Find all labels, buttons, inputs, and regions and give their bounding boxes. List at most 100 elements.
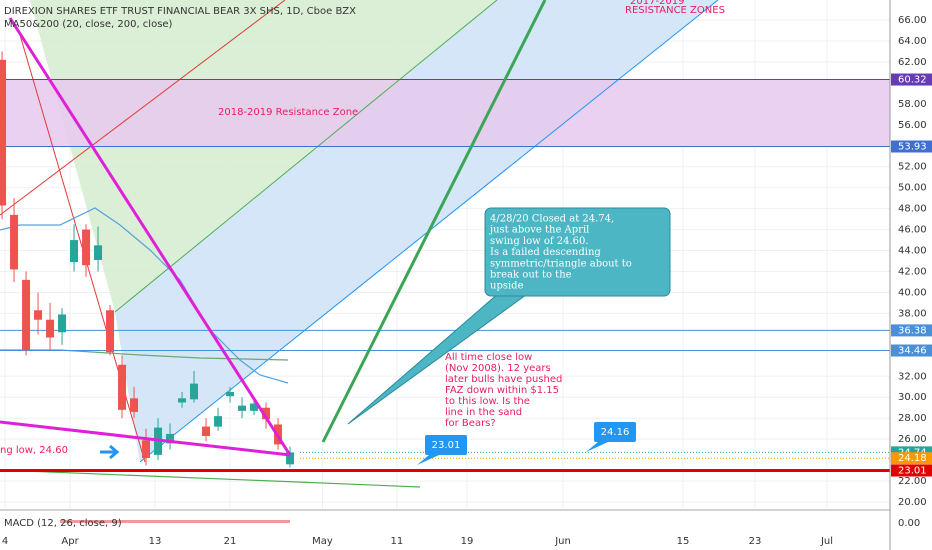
candle-body — [214, 416, 223, 427]
trend-line — [0, 420, 291, 457]
price-label-bg — [891, 140, 932, 153]
chart-title: DIREXION SHARES ETF TRUST FINANCIAL BEAR… — [4, 6, 356, 17]
y-tick-label: 52.00 — [898, 162, 927, 173]
y-tick-label: 64.00 — [898, 36, 927, 47]
flag-box — [594, 422, 636, 442]
x-tick-label: 11 — [390, 536, 403, 547]
y-tick-label: 28.00 — [898, 413, 927, 424]
price-label: 34.46 — [898, 346, 927, 357]
callout-text: swing low of 24.60. — [490, 236, 589, 247]
candle-body — [34, 310, 43, 320]
x-tick-label: 21 — [224, 536, 237, 547]
axis-labels: 20.00 22.00 26.00 28.00 30.00 32.00 38.00 40.00… — [891, 15, 932, 508]
y-tick-label: 46.00 — [898, 225, 927, 236]
price-label: 53.93 — [898, 141, 927, 152]
swing-low-label: ng low, 24.60 — [0, 445, 68, 456]
candles — [0, 51, 295, 468]
price-label-bg — [891, 464, 932, 477]
macd-pane — [0, 510, 890, 550]
x-tick-label: 19 — [461, 536, 474, 547]
note-text: line in the sand — [445, 407, 522, 418]
candle-body — [46, 319, 55, 338]
price-label: 60.32 — [898, 75, 927, 86]
x-tick-label: 15 — [677, 536, 690, 547]
candle-body — [286, 452, 295, 465]
price-label-bg — [891, 452, 932, 465]
flag-label: 24.16 — [601, 427, 630, 438]
y-tick-label: 62.00 — [898, 57, 927, 68]
y-tick-label: 40.00 — [898, 287, 927, 298]
y-tick-label: 58.00 — [898, 99, 927, 110]
candle-body — [118, 364, 127, 410]
zones-title: 2017-2019 — [630, 0, 685, 7]
note-text: All time close low — [445, 352, 532, 363]
y-tick-label: 30.00 — [898, 392, 927, 403]
trend-line — [8, 17, 292, 456]
note-text: to this low. Is the — [445, 396, 530, 407]
y-tick-label: 50.00 — [898, 183, 927, 194]
y-tick-label: 20.00 — [898, 497, 927, 508]
candle-body — [250, 403, 259, 411]
resistance-zone — [0, 79, 890, 147]
macd-histogram — [60, 520, 290, 523]
price-label: 23.01 — [898, 465, 927, 476]
price-label: 36.38 — [898, 325, 927, 336]
x-tick-label: 13 — [149, 536, 162, 547]
callout-text: upside — [490, 281, 524, 292]
candle-body — [166, 433, 175, 444]
callout-text: break out to the — [490, 270, 572, 281]
candle-body — [262, 407, 271, 420]
x-tick-label: 4 — [2, 536, 8, 547]
y-tick-label: 56.00 — [898, 120, 927, 131]
note-text: for Bears? — [445, 418, 496, 429]
candle-body — [238, 405, 247, 411]
x-tick-label: Jun — [554, 536, 571, 547]
note-text: later bulls have pushed — [445, 374, 562, 385]
candle-body — [58, 314, 67, 333]
note-text: FAZ down within $1.15 — [445, 385, 559, 396]
y-tick-label: 22.00 — [898, 476, 927, 487]
price-label-bg — [891, 344, 932, 357]
zones-title: RESISTANCE ZONES — [625, 5, 725, 16]
flag-pointer — [586, 442, 608, 452]
callout-text: symmetric/triangle about to — [490, 258, 632, 269]
candle-body — [22, 279, 31, 351]
arrow — [100, 444, 120, 460]
candle-body — [226, 392, 235, 397]
y-tick-label: 42.00 — [898, 267, 927, 278]
x-tick-label: May — [312, 536, 333, 547]
candle-body — [106, 310, 115, 353]
fan-edge — [114, 0, 498, 313]
macd-tick: 0.00 — [898, 518, 920, 529]
callout-text: just above the April — [489, 225, 589, 236]
candle-body — [70, 240, 79, 263]
trend-line — [0, 469, 421, 488]
candle-body — [142, 440, 151, 459]
ma-line — [0, 207, 289, 384]
flag-label: 23.01 — [432, 440, 461, 451]
price-label-bg — [891, 324, 932, 337]
indicator-label: MA50&200 (20, close, 200, close) — [4, 19, 173, 30]
macd-label: MACD (12, 26, close, 9) — [4, 518, 122, 529]
y-tick-label: 66.00 — [898, 15, 927, 26]
flag-pointer — [417, 455, 439, 465]
callout-box — [484, 207, 671, 297]
zone-label: 2018-2019 Resistance Zone — [218, 107, 358, 118]
y-tick-label: 32.00 — [898, 371, 927, 382]
callout-text: 4/28/20 Closed at 24.74, — [490, 214, 614, 225]
zone-layer — [0, 79, 890, 147]
trend-line — [0, 0, 286, 216]
candle-body — [190, 383, 199, 400]
candle-body — [82, 229, 91, 266]
candle-body — [10, 214, 19, 270]
price-label: 24.18 — [898, 453, 927, 464]
candle-body — [130, 398, 139, 412]
candle-body — [94, 245, 103, 260]
candle-body — [178, 398, 187, 403]
note-text: (Nov 2008). 12 years — [445, 363, 551, 374]
y-tick-label: 38.00 — [898, 308, 927, 319]
y-tick-label: 44.00 — [898, 246, 927, 257]
trend-line — [321, 0, 547, 443]
